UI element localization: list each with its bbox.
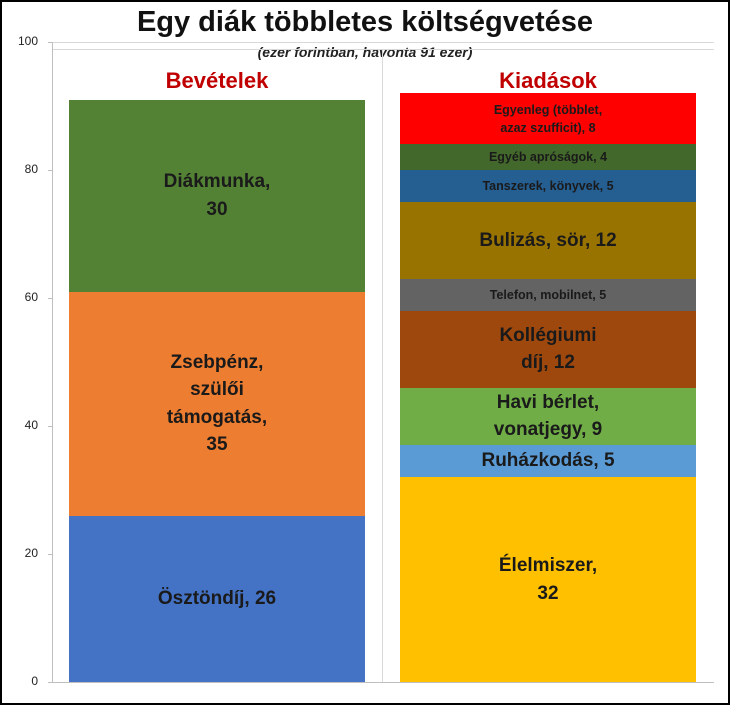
- y-tick-mark: [48, 426, 52, 427]
- chart-title: Egy diák többletes költségvetése: [136, 6, 594, 38]
- y-tick-mark: [48, 298, 52, 299]
- category-label: Kiadások: [499, 68, 597, 93]
- plot-top: [52, 42, 714, 43]
- y-tick-label: 20: [24, 546, 38, 560]
- x-axis: [52, 682, 714, 683]
- segment-label: Ruházkodás, 5: [481, 450, 615, 472]
- y-axis: [52, 42, 53, 682]
- bar-segment: Bulizás, sör, 12: [400, 202, 696, 279]
- segment-label: Egyenleg (többlet, azaz szufficit), 8: [493, 102, 603, 135]
- y-tick-label: 0: [31, 674, 38, 688]
- y-tick-label: 100: [17, 34, 38, 48]
- bar-segment: Havi bérlet, vonatjegy, 9: [400, 387, 696, 446]
- segment-label: Egyéb apróságok, 4: [488, 150, 608, 165]
- bar-segment: Kollégiumi díj, 12: [400, 310, 696, 388]
- y-tick-label: 80: [24, 162, 38, 176]
- y-tick-mark: [48, 554, 52, 555]
- chart-subtitle: (ezer forintban, havonta 91 ezer): [257, 44, 473, 60]
- segment-label: Zsebpénz, szülői támogatás, 35: [166, 351, 268, 456]
- segment-label: Bulizás, sör, 12: [479, 229, 617, 251]
- y-tick-mark: [48, 682, 52, 683]
- segment-label: Diákmunka, 30: [163, 171, 271, 220]
- bar-segment: Diákmunka, 30: [69, 99, 365, 292]
- bar-segment: Egyéb apróságok, 4: [400, 144, 696, 170]
- plot-frame: [52, 49, 714, 50]
- bar-segment: Egyenleg (többlet, azaz szufficit), 8: [400, 93, 696, 145]
- y-tick-mark: [48, 170, 52, 171]
- segment-label: Élelmiszer, 32: [498, 555, 598, 604]
- bar-segment: Tanszerek, könyvek, 5: [400, 170, 696, 202]
- y-tick-label: 60: [24, 290, 38, 304]
- bar-segment: Zsebpénz, szülői támogatás, 35: [69, 291, 365, 516]
- divider: [382, 49, 383, 682]
- y-tick-mark: [48, 42, 52, 43]
- segment-label: Kollégiumi díj, 12: [499, 324, 597, 374]
- segment-label: Ösztöndíj, 26: [157, 588, 277, 610]
- bar-segment: Telefon, mobilnet, 5: [400, 278, 696, 311]
- bar-segment: Ösztöndíj, 26: [69, 515, 365, 682]
- bar-segment: Ruházkodás, 5: [400, 445, 696, 478]
- y-tick-label: 40: [24, 418, 38, 432]
- category-label: Bevételek: [165, 68, 269, 93]
- bar-segment: Élelmiszer, 32: [400, 477, 696, 682]
- segment-label: Telefon, mobilnet, 5: [489, 287, 607, 302]
- segment-label: Havi bérlet, vonatjegy, 9: [493, 391, 603, 441]
- segment-label: Tanszerek, könyvek, 5: [482, 178, 614, 193]
